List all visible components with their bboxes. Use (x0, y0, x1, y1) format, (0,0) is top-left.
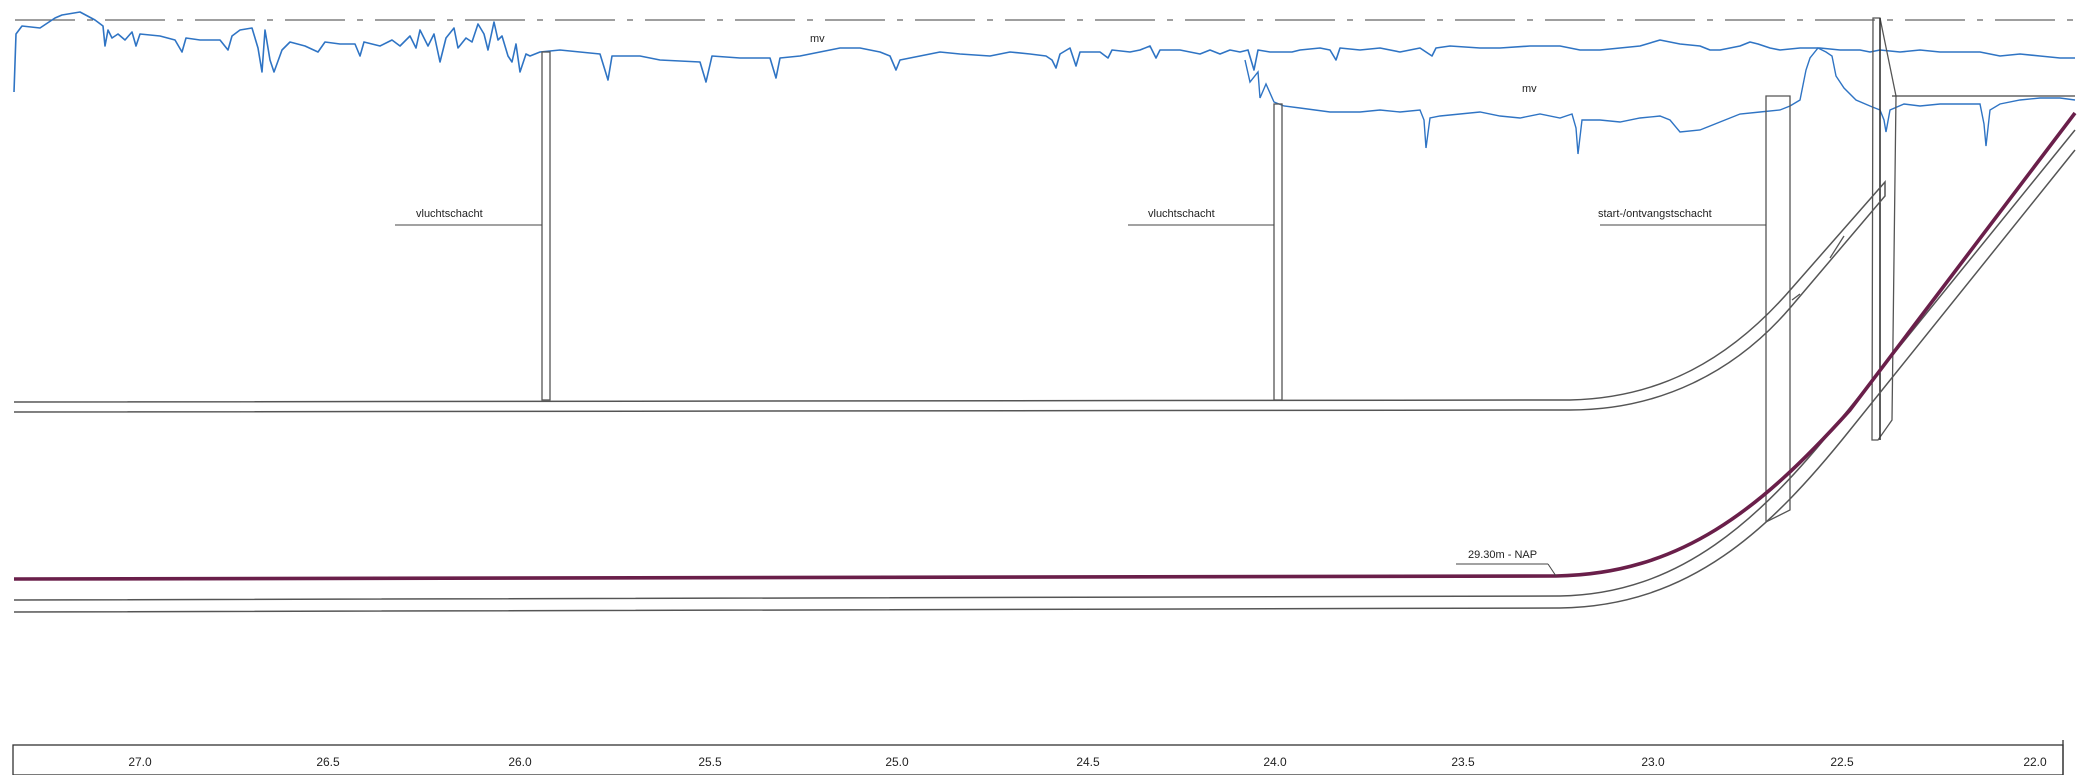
depth-callout (1456, 563, 1557, 577)
ground-surface-line (13, 11, 2075, 93)
ground-label-1: mv (810, 33, 825, 45)
ground-surface-detail (1244, 47, 2076, 155)
chainage-label-7: 24.0 (1263, 755, 1287, 769)
chainage-label-10: 22.5 (1830, 755, 1854, 769)
escape-shaft-2-label: vluchtschacht (1148, 208, 1215, 220)
escape-shaft-2 (1128, 103, 1283, 401)
chainage-label-8: 23.5 (1451, 755, 1475, 769)
escape-shaft-1-label: vluchtschacht (416, 208, 483, 220)
chainage-label-11: 22.0 (2023, 755, 2047, 769)
chainage-label-2: 26.5 (316, 755, 340, 769)
chainage-label-1: 27.0 (128, 755, 152, 769)
upper-tunnel-tube (13, 180, 1886, 413)
ground-label-2: mv (1522, 83, 1537, 95)
chainage-label-4: 25.5 (698, 755, 722, 769)
chainage-label-9: 23.0 (1641, 755, 1665, 769)
tall-pile-structure (1871, 17, 2075, 441)
chainage-label-3: 26.0 (508, 755, 532, 769)
escape-shaft-1 (395, 51, 551, 401)
lower-tunnel-tube (13, 129, 2076, 613)
depth-label: 29.30m - NAP (1468, 549, 1537, 561)
start-reception-shaft (1600, 95, 1791, 524)
chainage-strip (12, 740, 2064, 775)
tunnel-axis-line (13, 111, 2077, 581)
chainage-label-6: 24.5 (1076, 755, 1100, 769)
start-shaft-label: start-/ontvangstschacht (1598, 208, 1712, 220)
chainage-label-5: 25.0 (885, 755, 909, 769)
